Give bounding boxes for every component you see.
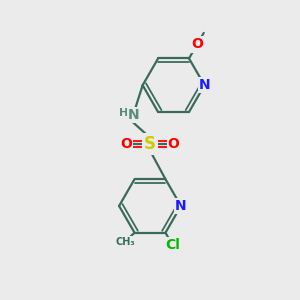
Text: N: N xyxy=(128,108,140,122)
Text: O: O xyxy=(168,137,179,151)
Text: N: N xyxy=(175,199,187,213)
Text: CH₃: CH₃ xyxy=(115,237,135,247)
Text: S: S xyxy=(144,135,156,153)
Text: H: H xyxy=(119,108,128,118)
Text: O: O xyxy=(121,137,132,151)
Text: N: N xyxy=(199,78,210,92)
Text: O: O xyxy=(191,38,203,51)
Text: Cl: Cl xyxy=(165,238,180,253)
